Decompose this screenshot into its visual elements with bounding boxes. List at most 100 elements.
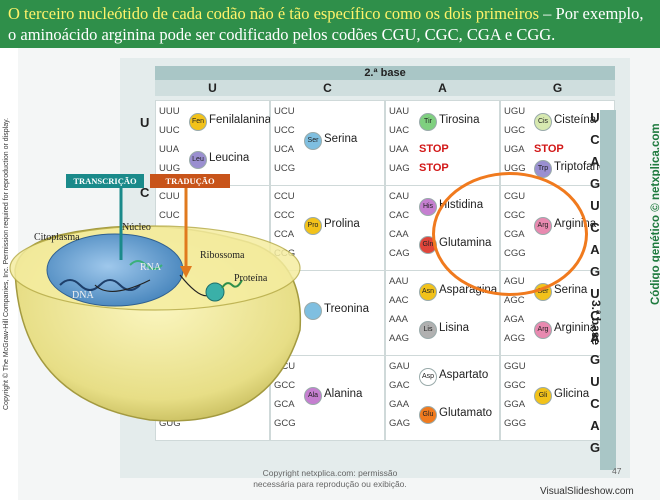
amino-name: Triptofano [554,161,606,173]
amino-name: Leucina [209,151,250,164]
rna-strand [129,260,163,270]
third-base-letter: U [590,286,600,301]
amino-badge-asparagina: Asn [419,282,437,301]
header-highlight: O terceiro nucleótido de cada codão não … [8,4,540,23]
amino-badge-treonina [304,301,322,320]
codon-cuc: CUC [159,210,180,221]
codon-agc: AGC [504,295,525,306]
third-base-letter: U [590,374,600,389]
codon-ccu: CCU [274,191,295,202]
col-head-c: C [270,80,385,96]
ribosome [205,282,225,302]
third-base-letter: C [590,308,600,323]
codon-uuu: UUU [159,106,180,117]
codon-ugg: UGG [504,163,526,174]
amino-name: Lisina [439,321,470,334]
codon-aau: AAU [389,276,409,287]
col-head-u: U [155,80,270,96]
codon-gug: GUG [159,418,181,429]
amino-badge-lisina: Lis [419,320,437,339]
amino-badge-prolina: Pro [304,216,322,235]
codon-ggc: GGC [504,380,526,391]
stop-codon-label: STOP [534,143,564,155]
codon-aga: AGA [504,314,525,325]
mcgraw-copyright: Copyright © The McGraw-Hill Companies, I… [3,117,10,410]
third-base-letter: C [590,132,600,147]
amino-name: Tirosina [439,113,480,126]
footer-copy-line2: necessária para reprodução ou exibição. [253,479,407,489]
codon-gac: GAC [389,380,410,391]
row-head-u: U [140,115,150,130]
amino-name: Serina [554,283,588,296]
codon-ucg: UCG [274,163,296,174]
codon-uuc: UUC [159,125,180,136]
nucleo-label: Núcleo [122,222,151,233]
codon-gga: GGA [504,399,526,410]
third-base-letter: A [590,242,600,257]
amino-name: Arginina [554,321,597,334]
amino-name: Aspartato [439,368,489,381]
amino-badge-serina: Ser [304,131,322,150]
amino-name: Prolina [324,217,360,230]
amino-name: Glutamato [439,406,493,419]
codon-aaa: AAA [389,314,409,325]
amino-badge-arginina: Arg [534,320,552,339]
codon-uca: UCA [274,144,295,155]
protein-chain [221,279,243,289]
codon-gag: GAG [389,418,411,429]
transcription-arrow [94,279,151,292]
third-base-letter: A [590,418,600,433]
codon-cca: CCA [274,229,295,240]
proteina-label: Proteína [234,273,268,284]
amino-badge-histidina: His [419,197,437,216]
amino-badge-fenilalanina: Fen [189,112,207,131]
footer-copyright: Copyright netxplica.com: permissão neces… [200,468,460,490]
header-line1-rest: – Por exemplo, [539,4,644,23]
third-base-letter: A [590,154,600,169]
amino-name: Alanina [324,387,363,400]
stop-codon-label: STOP [419,143,449,155]
amino-badge-leucina: Leu [189,150,207,169]
nucleus [46,233,184,307]
second-base-header: 2.ª base [155,66,615,80]
codon-cac: CAC [389,210,410,221]
dna-label: DNA [72,290,94,301]
codon-ugc: UGC [504,125,526,136]
footer-copy-line1: Copyright netxplica.com: permissão [262,468,398,478]
codon-gca: GCA [274,399,295,410]
codon-block-uc [270,100,385,186]
codon-gaa: GAA [389,399,410,410]
amino-badge-tirosina: Tir [419,112,437,131]
third-base-letter: U [590,110,600,125]
codon-block-gc [270,355,385,441]
codon-uag: UAG [389,163,410,174]
codon-uac: UAC [389,125,410,136]
third-base-letter: C [590,220,600,235]
codon-ggu: GGU [504,361,526,372]
col-head-a: A [385,80,500,96]
codon-cag: CAG [389,248,410,259]
amino-name: Treonina [324,302,369,315]
third-base-letter: U [590,198,600,213]
codon-gau: GAU [389,361,410,372]
transcricao-label: TRANSCRIÇÃO [66,174,144,188]
translation-arrowhead [180,266,192,278]
codon-cuu: CUU [159,191,180,202]
codon-ucu: UCU [274,106,295,117]
codon-ucc: UCC [274,125,295,136]
header-line-1: O terceiro nucleótido de cada codão não … [8,4,644,24]
genetic-code-credit: Código genético © netxplica.com [650,123,660,305]
codon-agg: AGG [504,333,526,344]
arginine-highlight-oval [432,172,588,296]
codon-block-gg [500,355,615,441]
codon-aag: AAG [389,333,410,344]
third-base-letter: G [589,264,601,279]
codon-uug: UUG [159,163,181,174]
amino-name: Fenilalanina [209,113,272,126]
ribossoma-label: Ribossoma [200,250,245,261]
col-head-g: G [500,80,615,96]
rna-label: RNA [140,262,162,273]
slide-header: O terceiro nucleótido de cada codão não … [0,0,660,48]
third-base-letter: G [589,352,601,367]
